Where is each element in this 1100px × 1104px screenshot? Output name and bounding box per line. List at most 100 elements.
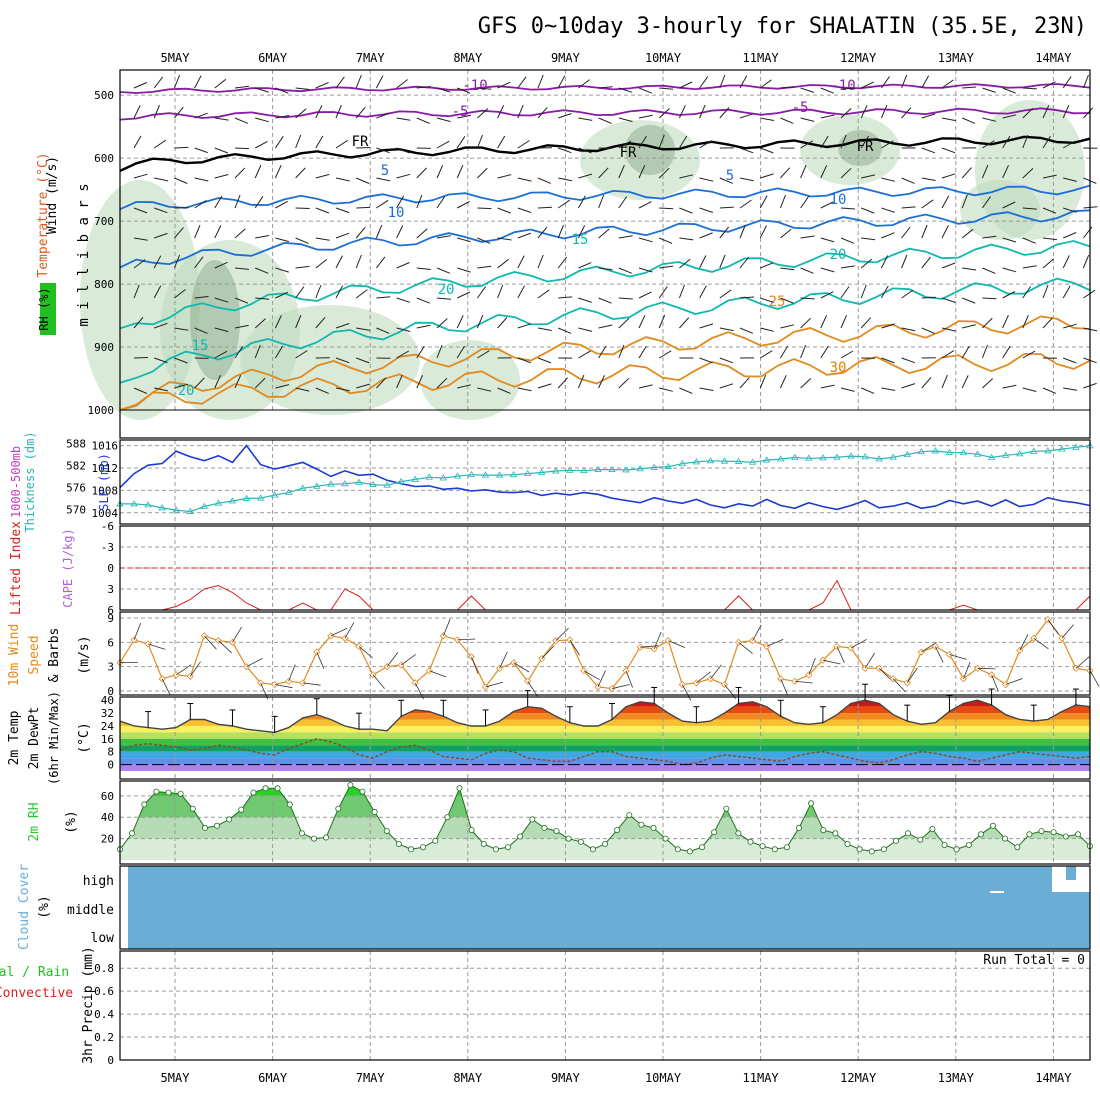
wind-barb [599,229,610,238]
wind-barb-10m [162,679,170,695]
day-label-top: 13MAY [938,51,975,65]
rh-point [457,786,462,791]
isotherm-label: -5 [792,100,809,116]
wind-barb [174,107,183,118]
wind-barb [780,346,787,358]
wind-barb [154,77,163,88]
wind-barb [599,325,613,328]
wind-barb [922,257,931,268]
isotherm-label: 20 [830,247,847,263]
wind-barb [477,287,485,298]
pressure-tick-label: 900 [94,341,114,354]
wind-barb [316,174,330,178]
wind-barb-10m [247,658,263,666]
wind-barb-10m [753,625,762,641]
wind-barb [841,315,847,328]
rh2m-units-label: (%) [64,810,79,833]
precip-tick-label: 0.8 [94,962,114,975]
temperature-axis-label: Temperature (°C) [36,152,51,277]
wind-barb-10m [767,639,784,646]
wind-barb [599,87,613,88]
wind-barb [881,105,887,118]
wind-barb [296,135,301,148]
rh-point [918,837,923,842]
day-label-top: 14MAY [1035,51,1072,65]
wind-barb [760,328,774,331]
wind-barb [639,292,652,298]
minmax-label: (6hr Min/Max) [47,691,61,785]
wind-barb [679,388,692,393]
wind-barb [134,136,141,148]
precip-axis-label: 3hr Precip (mm) [81,946,96,1063]
wind-barb [235,86,249,88]
wind-barb [316,136,323,148]
wind-barb [700,208,713,213]
thickness-tick-label: 570 [66,503,86,516]
temp-band [120,732,1090,738]
wind-barb [679,318,688,328]
rh-point [505,845,510,850]
wind-barb [154,105,159,118]
precip-tick-label: 0 [107,1054,114,1067]
wind-barb [275,136,283,148]
isotherm-label: 5 [381,163,389,179]
wind-barb [498,136,505,148]
wind-barb [235,118,248,123]
wind-barb [922,148,935,153]
cloud-level-label: middle [67,903,114,918]
pressure-tick-label: 1000 [88,404,115,417]
wind-tick-label: 3 [107,661,114,674]
wind-barb [477,135,482,148]
wind-barb [841,208,855,209]
rh-point [433,838,438,843]
wind-barb [740,114,753,118]
rh-point [639,822,644,827]
rh-point [421,845,426,850]
wind-barb-10m [837,646,844,662]
rh-point [663,836,668,841]
wind-barb [1063,286,1070,298]
wind-barb [578,375,584,388]
isotherm-label: 10 [830,192,847,208]
rh-shading-dark [190,260,240,380]
wind-barb [477,168,487,178]
wind-barb [154,178,168,181]
wind-barb-10m [387,652,398,666]
rh-point [384,829,389,834]
day-label-top: 5MAY [161,51,191,65]
day-label-bottom: 7MAY [356,1071,386,1085]
wind-barb [700,178,714,181]
isotherm-label: 10 [388,205,405,221]
wind-barb [215,148,228,153]
wind-barb [1023,266,1037,268]
rh2m-label: 2m RH [27,802,42,841]
isotherm-label: 5 [726,168,734,184]
wind-barb [861,318,871,328]
wind-barb [922,76,929,88]
rh-point [372,809,377,814]
wind-barb [942,118,956,121]
wind-barb [942,196,949,208]
wind10m-label: 10m Wind [7,624,22,687]
cloud-cell [1066,866,1076,880]
wind-barb [861,259,872,268]
wind-barb [356,207,370,208]
wind-barb-10m [865,653,875,668]
rh-point [142,802,147,807]
wind-speed-label: Speed [27,635,42,674]
wind-barb [1003,346,1011,358]
day-label-bottom: 11MAY [743,1071,780,1085]
wind-barb [982,379,992,389]
wind-barb [1023,315,1029,328]
rh-point [833,831,838,836]
wind-barb [760,196,767,208]
rh-band [120,817,1090,838]
wind-barb [1063,358,1076,363]
wind-barb [922,178,936,181]
wind-barb [821,385,835,388]
pressure-tick-label: 700 [94,215,114,228]
wind-barb [498,285,503,298]
wind-barb [902,358,915,363]
wind-barb [599,298,612,303]
rh-point [602,841,607,846]
